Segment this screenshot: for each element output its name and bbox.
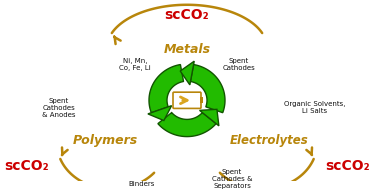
Polygon shape (200, 109, 219, 126)
Polygon shape (190, 65, 225, 113)
Bar (200, 98, 203, 103)
Text: scCO₂: scCO₂ (165, 8, 209, 22)
Text: Metals: Metals (163, 43, 211, 56)
Text: Spent
Cathodes
& Anodes: Spent Cathodes & Anodes (42, 98, 76, 118)
Text: Organic Solvents,
Li Salts: Organic Solvents, Li Salts (284, 101, 346, 115)
Text: scCO₂: scCO₂ (325, 159, 370, 173)
FancyBboxPatch shape (173, 92, 201, 108)
Polygon shape (158, 113, 216, 137)
Text: Electrolytes: Electrolytes (230, 134, 309, 147)
Text: Ni, Mn,
Co, Fe, Li: Ni, Mn, Co, Fe, Li (119, 57, 151, 70)
Text: Spent
Cathodes &
Separators: Spent Cathodes & Separators (212, 169, 252, 189)
Polygon shape (180, 61, 194, 85)
Text: Polymers: Polymers (73, 134, 138, 147)
Polygon shape (148, 106, 172, 121)
Text: Spent
Cathodes: Spent Cathodes (223, 57, 255, 70)
Polygon shape (149, 65, 184, 113)
Text: Binders: Binders (129, 181, 155, 187)
Text: scCO₂: scCO₂ (4, 159, 49, 173)
